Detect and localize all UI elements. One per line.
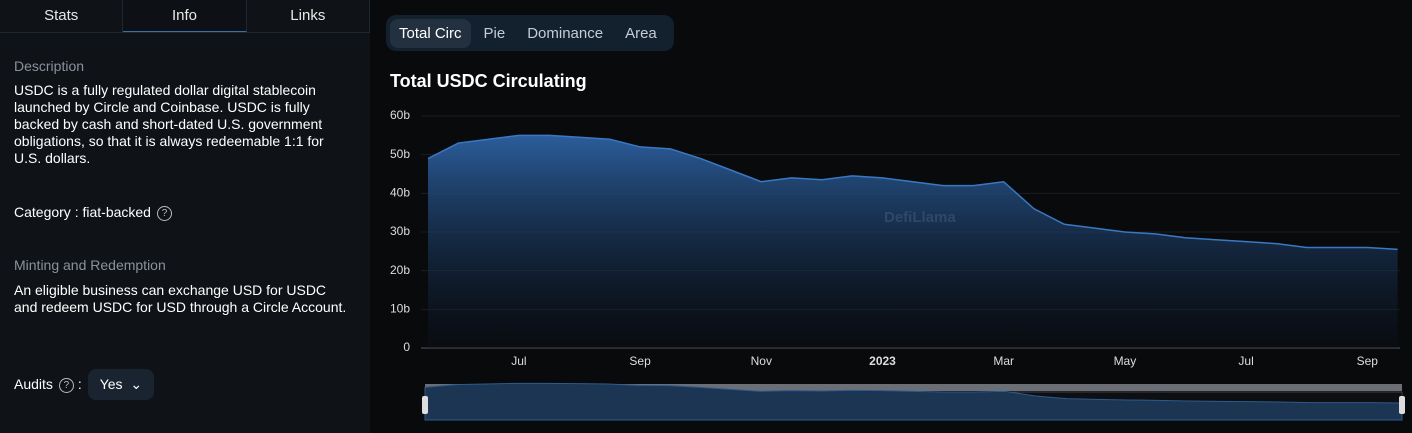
y-tick-label: 0 [403, 340, 410, 354]
audits-dropdown[interactable]: Yes ⌄ [87, 369, 155, 400]
chart-tab[interactable]: Area [625, 24, 657, 42]
separator: : [74, 204, 79, 220]
chart-tab[interactable]: Pie [483, 24, 506, 42]
y-tick-label: 50b [390, 147, 410, 161]
sidebar: Stats Info Links Description USDC is a ful… [0, 0, 370, 433]
slider-handle[interactable] [1399, 396, 1405, 414]
line [427, 134, 1398, 251]
x-tick-label: 2023 [869, 354, 896, 368]
separator: : [77, 376, 82, 392]
category-value: fiat-backed [82, 204, 151, 220]
chart-tab[interactable]: Dominance [527, 24, 604, 42]
x-tick-label: Nov [751, 354, 772, 368]
area [428, 135, 1398, 348]
description: USDC is a fully regulated dollar digital… [14, 82, 324, 166]
sidebar-tab[interactable]: Links [247, 0, 370, 32]
help-icon[interactable]: ? [58, 377, 74, 393]
sidebar-tab[interactable]: Stats [0, 0, 124, 32]
slider-area [424, 382, 1403, 421]
description-title: Description [14, 58, 85, 74]
chart-title: Total USDC Circulating [390, 71, 587, 91]
slider-handle[interactable] [422, 396, 428, 414]
x-tick-label: Jul [1238, 354, 1253, 368]
audits-row: Audits? : Yes ⌄ [14, 369, 350, 400]
minting-text: An eligible business can exchange USD fo… [14, 282, 347, 315]
x-tick-label: Sep [1357, 354, 1379, 368]
y-tick-label: 30b [390, 224, 410, 238]
y-tick-label: 10b [390, 302, 410, 316]
sidebar-tabs: Stats Info Links [0, 0, 370, 33]
x-tick-label: Mar [993, 354, 1014, 368]
y-tick-label: 60b [390, 108, 410, 122]
y-tick-label: 20b [390, 263, 410, 277]
chart-tab[interactable]: Total Circ [390, 18, 471, 48]
help-icon[interactable]: ? [156, 205, 172, 221]
chart-tabs: Total Circ Pie Dominance Area [386, 15, 674, 51]
x-tick-label: Sep [629, 354, 651, 368]
minting-title: Minting and Redemption [14, 257, 166, 273]
sidebar-tab[interactable]: Info [123, 0, 247, 32]
audits-value: Yes [99, 376, 123, 392]
audits-label: Audits [14, 376, 53, 392]
x-tick-label: Jul [511, 354, 526, 368]
category-row: Category : fiat-backed? [14, 204, 350, 221]
y-tick-label: 40b [390, 186, 410, 200]
x-tick-label: May [1114, 354, 1137, 368]
slider-bar [425, 384, 1402, 391]
chart: Total USDC Circulating 0 10b 20b 30b 40b 50b 6… [390, 71, 1405, 421]
category-label: Category [14, 204, 71, 220]
